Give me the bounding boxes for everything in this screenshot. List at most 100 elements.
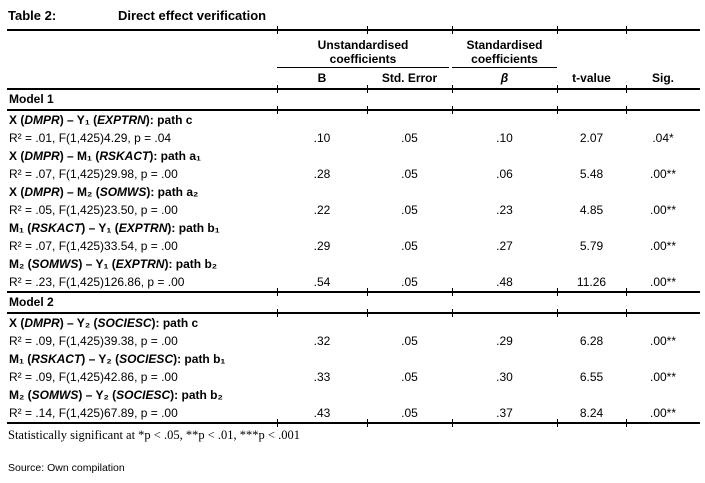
variable-name: DMPR xyxy=(24,185,60,199)
model-fit-statistic: R² = .23, F(1,425)126.86, p = .00 xyxy=(9,275,185,289)
unstandardised-group-label: Unstandardised coefficients xyxy=(317,38,409,66)
column-tick xyxy=(452,26,453,34)
cell-b: .28 xyxy=(313,167,331,181)
path-label-text: ) – Y₂ ( xyxy=(81,352,120,366)
cell-t: 5.48 xyxy=(579,167,604,181)
variable-name: EXPTRN xyxy=(97,113,146,127)
path-label-text: M₂ ( xyxy=(9,388,32,402)
stub-header xyxy=(7,31,277,68)
path-label-text: ) – M₁ ( xyxy=(59,149,100,163)
cell-beta: .06 xyxy=(496,167,513,181)
column-tick xyxy=(277,26,278,34)
data-row: R² = .07, F(1,425)29.98, p = .00 .28 .05 .0… xyxy=(7,165,700,183)
column-tick xyxy=(626,26,627,34)
cell-b: .29 xyxy=(313,239,331,253)
column-tick xyxy=(626,419,627,427)
variable-name: SOMWS xyxy=(99,185,147,199)
path-label-text: ) – Y₂ ( xyxy=(59,316,98,330)
data-row: R² = .14, F(1,425)67.89, p = .00 .43 .05 .3… xyxy=(7,404,700,422)
cell-beta: .10 xyxy=(496,131,513,145)
cell-t: 6.28 xyxy=(579,334,604,348)
path-label: X (DMPR) – M₁ (RSKACT): path a₁ xyxy=(7,147,700,165)
column-tick xyxy=(367,106,368,114)
path-label-text: ): path b₁ xyxy=(173,352,226,366)
column-tick xyxy=(452,288,453,296)
cell-t: 6.55 xyxy=(579,370,604,384)
variable-name: RSKACT xyxy=(31,352,82,366)
path-label: X (DMPR) – Y₂ (SOCIESC): path c xyxy=(7,314,700,332)
model-heading: Model 1 xyxy=(9,92,54,106)
column-tick xyxy=(277,419,278,427)
cell-sig: .00** xyxy=(649,334,677,348)
variable-name: SOCIESC xyxy=(97,316,152,330)
column-tick xyxy=(626,85,627,93)
tvalue-header-spacer xyxy=(557,31,626,68)
cell-beta: .48 xyxy=(496,275,513,289)
data-row: R² = .23, F(1,425)126.86, p = .00 .54 .05.… xyxy=(7,273,700,291)
column-tick xyxy=(367,419,368,427)
column-tick xyxy=(452,419,453,427)
path-label-text: ): path a₁ xyxy=(149,149,201,163)
model-fit-statistic: R² = .07, F(1,425)29.98, p = .00 xyxy=(9,167,178,181)
std-error-column-header: Std. Error xyxy=(381,71,438,85)
sig-header-spacer xyxy=(626,31,700,68)
cell-b: .33 xyxy=(313,370,331,384)
column-tick xyxy=(557,85,558,93)
variable-name: SOMWS xyxy=(31,257,79,271)
column-tick xyxy=(277,309,278,317)
column-tick xyxy=(277,106,278,114)
path-label-text: ): path c xyxy=(145,113,193,127)
cell-b: .22 xyxy=(313,203,331,217)
cell-se: .05 xyxy=(401,275,418,289)
column-tick xyxy=(367,85,368,93)
path-label: M₁ (RSKACT) – Y₁ (EXPTRN): path b₁ xyxy=(7,219,700,237)
path-label: X (DMPR) – M₂ (SOMWS): path a₂ xyxy=(7,183,700,201)
path-label: M₂ (SOMWS) – Y₂ (SOCIESC): path b₂ xyxy=(7,386,700,404)
table-title: Direct effect verification xyxy=(118,8,267,23)
cell-beta: .37 xyxy=(496,406,513,420)
header-group-row: Unstandardised coefficients Standardised… xyxy=(7,31,700,68)
results-table: Unstandardised coefficients Standardised… xyxy=(7,26,700,427)
cell-se: .05 xyxy=(401,370,418,384)
header-column-row: B Std. Error β t-value Sig. xyxy=(7,68,700,88)
column-tick xyxy=(557,26,558,34)
path-label-text: ) – M₂ ( xyxy=(59,185,100,199)
table-rule xyxy=(7,288,700,296)
table-rule xyxy=(7,309,700,317)
variable-name: SOCIESC xyxy=(119,352,174,366)
cell-beta: .23 xyxy=(496,203,513,217)
cell-beta: .29 xyxy=(496,334,513,348)
variable-name: DMPR xyxy=(24,149,60,163)
column-tick xyxy=(452,309,453,317)
data-row: R² = .07, F(1,425)33.54, p = .00 .29 .05 .2… xyxy=(7,237,700,255)
data-row: R² = .09, F(1,425)42.86, p = .00 .33 .05 .3… xyxy=(7,368,700,386)
cell-se: .05 xyxy=(401,167,418,181)
column-tick xyxy=(557,288,558,296)
column-tick xyxy=(557,309,558,317)
cell-t: 11.26 xyxy=(576,275,607,289)
column-tick xyxy=(626,106,627,114)
model-fit-statistic: R² = .09, F(1,425)39.38, p = .00 xyxy=(9,334,178,348)
model-fit-statistic: R² = .09, F(1,425)42.86, p = .00 xyxy=(9,370,178,384)
model-fit-statistic: R² = .14, F(1,425)67.89, p = .00 xyxy=(9,406,178,420)
model-fit-statistic: R² = .05, F(1,425)23.50, p = .00 xyxy=(9,203,178,217)
path-label-text: ) – Y₁ ( xyxy=(59,113,98,127)
column-tick xyxy=(277,288,278,296)
b-column-header: B xyxy=(317,71,327,85)
data-row: R² = .01, F(1,425)4.29, p = .04 .10 .05 .10… xyxy=(7,129,700,147)
model-heading: Model 2 xyxy=(9,295,54,309)
path-label-text: ): path b₁ xyxy=(167,221,220,235)
path-label-text: X ( xyxy=(9,113,25,127)
table-number: Table 2: xyxy=(8,8,57,23)
variable-name: RSKACT xyxy=(31,221,82,235)
variable-name: SOMWS xyxy=(31,388,79,402)
path-label-text: X ( xyxy=(9,185,25,199)
beta-column-header: β xyxy=(500,71,509,85)
path-label-text: ) – Y₂ ( xyxy=(78,388,117,402)
cell-t: 4.85 xyxy=(579,203,604,217)
cell-se: .05 xyxy=(401,131,418,145)
path-label-text: ): path a₂ xyxy=(146,185,199,199)
cell-b: .32 xyxy=(313,334,331,348)
